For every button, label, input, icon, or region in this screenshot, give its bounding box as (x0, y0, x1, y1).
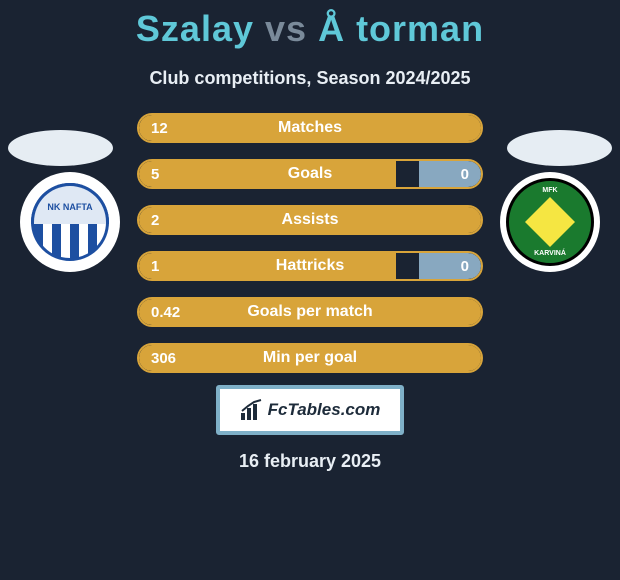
stat-value-left: 12 (151, 120, 168, 137)
stat-row: 5 0 Goals (137, 159, 483, 189)
stat-value-right: 0 (461, 166, 469, 183)
stat-value-left: 0.42 (151, 304, 180, 321)
brand-badge[interactable]: FcTables.com (216, 385, 404, 435)
title-player1: Szalay (136, 8, 254, 49)
stat-row: 2 Assists (137, 205, 483, 235)
stat-row: 12 Matches (137, 113, 483, 143)
player1-avatar-placeholder (8, 130, 113, 166)
stat-label: Goals per match (247, 303, 372, 321)
stat-value-left: 5 (151, 166, 159, 183)
title-vs: vs (265, 8, 307, 49)
subtitle: Club competitions, Season 2024/2025 (0, 68, 620, 89)
fctables-icon (240, 399, 264, 421)
stat-row: 306 Min per goal (137, 343, 483, 373)
club-badge-right: MFK KARVINÁ (500, 172, 600, 272)
club-badge-left: NK NAFTA (20, 172, 120, 272)
nafta-logo-text: NK NAFTA (34, 202, 106, 212)
stat-value-left: 1 (151, 258, 159, 275)
title-player2: Å torman (318, 8, 484, 49)
stat-label: Assists (282, 211, 339, 229)
stat-bar-right (419, 253, 481, 279)
nafta-logo: NK NAFTA (31, 183, 109, 261)
stat-bar-right (419, 161, 481, 187)
stat-value-left: 306 (151, 350, 176, 367)
stat-row: 0.42 Goals per match (137, 297, 483, 327)
stat-label: Hattricks (276, 257, 344, 275)
stat-label: Matches (278, 119, 342, 137)
stat-row: 1 0 Hattricks (137, 251, 483, 281)
brand-text: FcTables.com (268, 400, 381, 420)
karvina-logo-text-bottom: KARVINÁ (509, 250, 591, 257)
stat-value-right: 0 (461, 258, 469, 275)
date-text: 16 february 2025 (0, 451, 620, 472)
stat-bar-left (139, 253, 396, 279)
karvina-logo: MFK KARVINÁ (506, 178, 594, 266)
stat-label: Min per goal (263, 349, 357, 367)
stat-bar-left (139, 161, 396, 187)
page-title: Szalay vs Å torman (0, 0, 620, 50)
karvina-logo-text-top: MFK (509, 187, 591, 194)
stat-value-left: 2 (151, 212, 159, 229)
stat-label: Goals (288, 165, 332, 183)
player2-avatar-placeholder (507, 130, 612, 166)
